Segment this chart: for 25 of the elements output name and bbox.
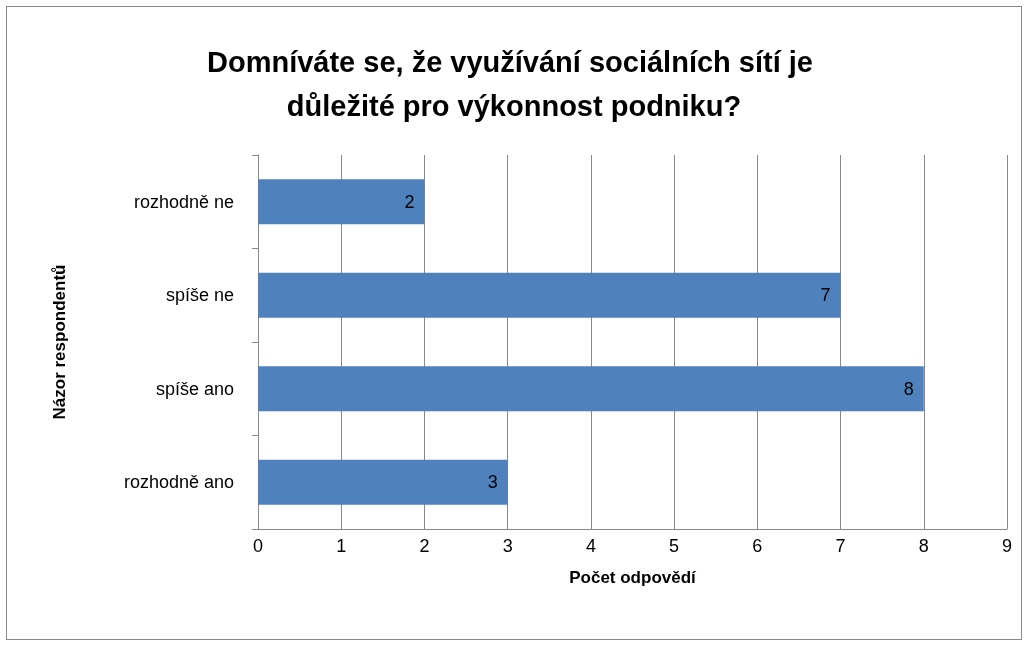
y-axis-title: Názor respondentů <box>50 264 69 420</box>
chart-title: Domníváte se, že využívání sociálních sítí je důležité pro výkonnost podniku? <box>206 46 822 122</box>
x-tick-label: 4 <box>585 536 596 556</box>
x-tick-label: 7 <box>835 536 846 556</box>
y-tick-label: rozhodně ne <box>133 191 234 212</box>
x-tick-label: 3 <box>502 536 513 556</box>
x-tick-label: 5 <box>669 536 680 556</box>
data-label: 2 <box>404 191 415 212</box>
x-tick-label: 2 <box>419 536 430 556</box>
y-tick-label: spíše ne <box>165 285 234 306</box>
x-tick-label: 0 <box>252 536 264 556</box>
data-label: 3 <box>487 472 498 493</box>
bar <box>258 179 425 225</box>
bar <box>258 272 841 318</box>
bar <box>258 459 508 505</box>
x-tick-label: 1 <box>336 536 347 556</box>
data-label: 7 <box>820 285 831 306</box>
x-tick-label: 6 <box>752 536 763 556</box>
data-label: 8 <box>903 378 914 399</box>
y-tick-label: rozhodně ano <box>123 472 234 493</box>
bar <box>258 366 924 412</box>
x-tick-label: 8 <box>918 536 929 556</box>
y-tick-label: spíše ano <box>155 378 234 399</box>
x-axis-title: Počet odpovědí <box>569 568 698 587</box>
x-tick-label: 9 <box>1001 536 1013 556</box>
